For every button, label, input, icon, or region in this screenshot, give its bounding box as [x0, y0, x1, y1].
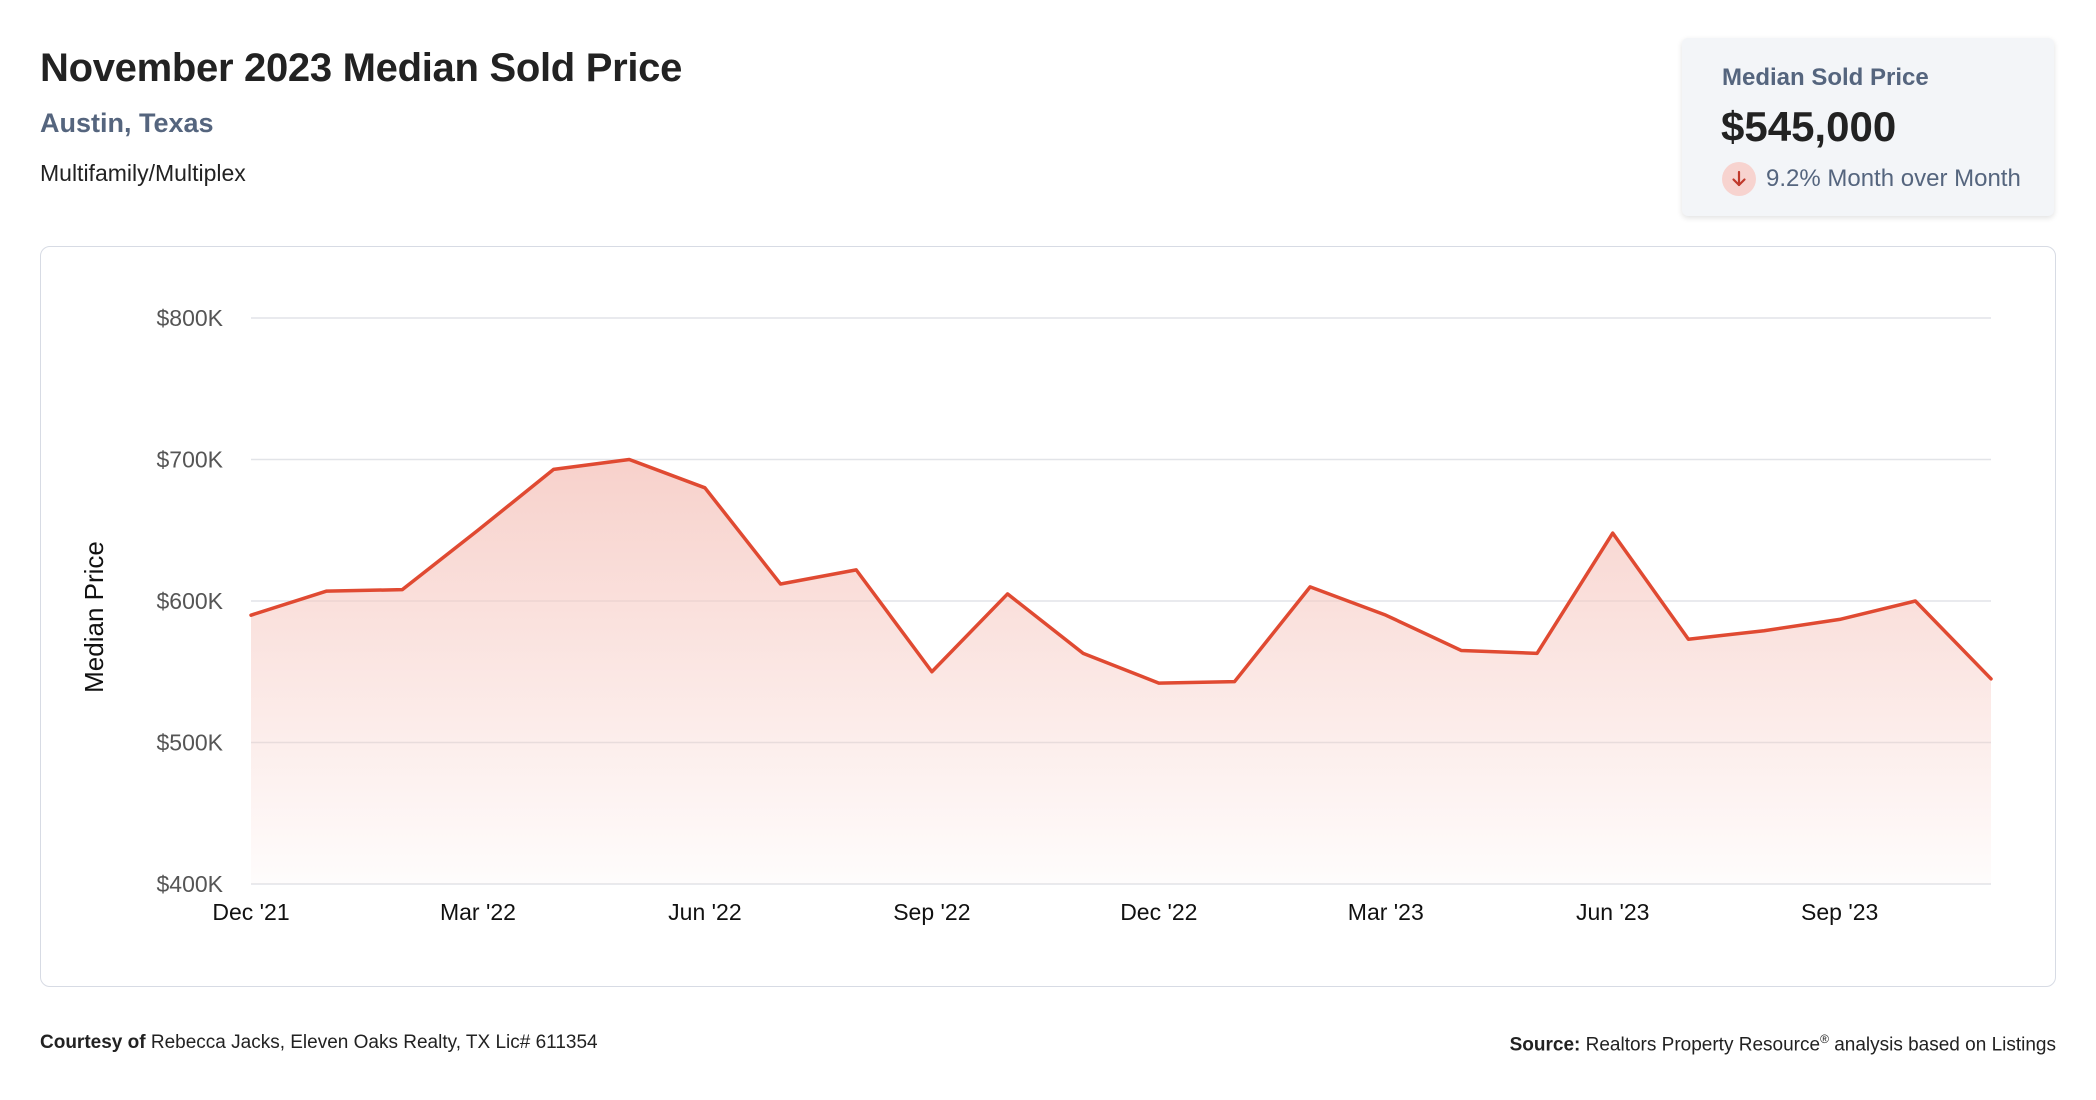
data-point — [552, 467, 556, 471]
data-point — [1913, 599, 1917, 603]
x-tick-label: Dec '21 — [212, 899, 289, 925]
data-point — [1989, 677, 1993, 681]
kpi-label: Median Sold Price — [1722, 64, 1929, 91]
x-tick-label: Dec '22 — [1120, 899, 1197, 925]
data-point — [627, 458, 631, 462]
data-point — [1006, 592, 1010, 596]
property-type-label: Multifamily/Multiplex — [40, 160, 246, 186]
y-tick-label: $800K — [156, 305, 223, 331]
x-tick-label: Jun '23 — [1576, 899, 1649, 925]
data-point — [1384, 613, 1388, 617]
source-text: analysis based on Listings — [1834, 1034, 2056, 1056]
y-tick-label: $700K — [156, 447, 223, 473]
x-tick-label: Mar '23 — [1348, 899, 1424, 925]
data-point — [703, 486, 707, 490]
source-name: Realtors Property Resource — [1585, 1034, 1821, 1056]
data-point — [1535, 651, 1539, 655]
courtesy-footer: Courtesy of Rebecca Jacks, Eleven Oaks R… — [40, 1032, 598, 1054]
y-axis-title: Median Price — [79, 541, 109, 693]
source-footer: Source: Realtors Property Resource® anal… — [1510, 1032, 2056, 1056]
data-point — [249, 613, 253, 617]
data-point — [1081, 651, 1085, 655]
y-tick-label: $400K — [156, 871, 223, 897]
kpi-change: 9.2% Month over Month — [1722, 162, 2021, 196]
courtesy-label: Courtesy of — [40, 1032, 146, 1053]
data-point — [779, 582, 783, 586]
data-point — [325, 589, 329, 593]
y-tick-label: $500K — [156, 730, 223, 756]
data-point — [1157, 681, 1161, 685]
data-point — [1459, 649, 1463, 653]
data-point — [1762, 629, 1766, 633]
data-point — [476, 528, 480, 532]
median-price-card: Median Sold Price $545,000 9.2% Month ov… — [1682, 38, 2054, 216]
courtesy-text: Rebecca Jacks, Eleven Oaks Realty, TX Li… — [150, 1032, 598, 1053]
median-price-chart: $400K $500K $600K $700K $800K Median Price Dec… — [79, 305, 1993, 925]
data-point — [1838, 617, 1842, 621]
series-area — [251, 459, 1991, 884]
x-tick-label: Jun '22 — [668, 899, 741, 925]
page-title: November 2023 Median Sold Price — [40, 46, 683, 90]
data-point — [1232, 680, 1236, 684]
y-tick-label: $600K — [156, 588, 223, 614]
series-line — [249, 457, 1993, 685]
data-point — [1686, 637, 1690, 641]
data-point — [1308, 585, 1312, 589]
kpi-value: $545,000 — [1721, 103, 1897, 150]
kpi-change-text: 9.2% Month over Month — [1766, 165, 2021, 192]
location-subtitle: Austin, Texas — [40, 108, 214, 138]
x-tick-label: Sep '23 — [1801, 899, 1878, 925]
arrow-down-icon — [1722, 162, 1756, 196]
data-point — [1611, 531, 1615, 535]
x-tick-label: Sep '22 — [893, 899, 970, 925]
data-point — [400, 588, 404, 592]
data-point — [930, 670, 934, 674]
chart-panel: $400K $500K $600K $700K $800K Median Price Dec… — [40, 246, 2056, 987]
data-point — [854, 568, 858, 572]
registered-mark: ® — [1820, 1032, 1829, 1046]
source-label: Source: — [1509, 1034, 1581, 1056]
x-tick-label: Mar '22 — [440, 899, 516, 925]
